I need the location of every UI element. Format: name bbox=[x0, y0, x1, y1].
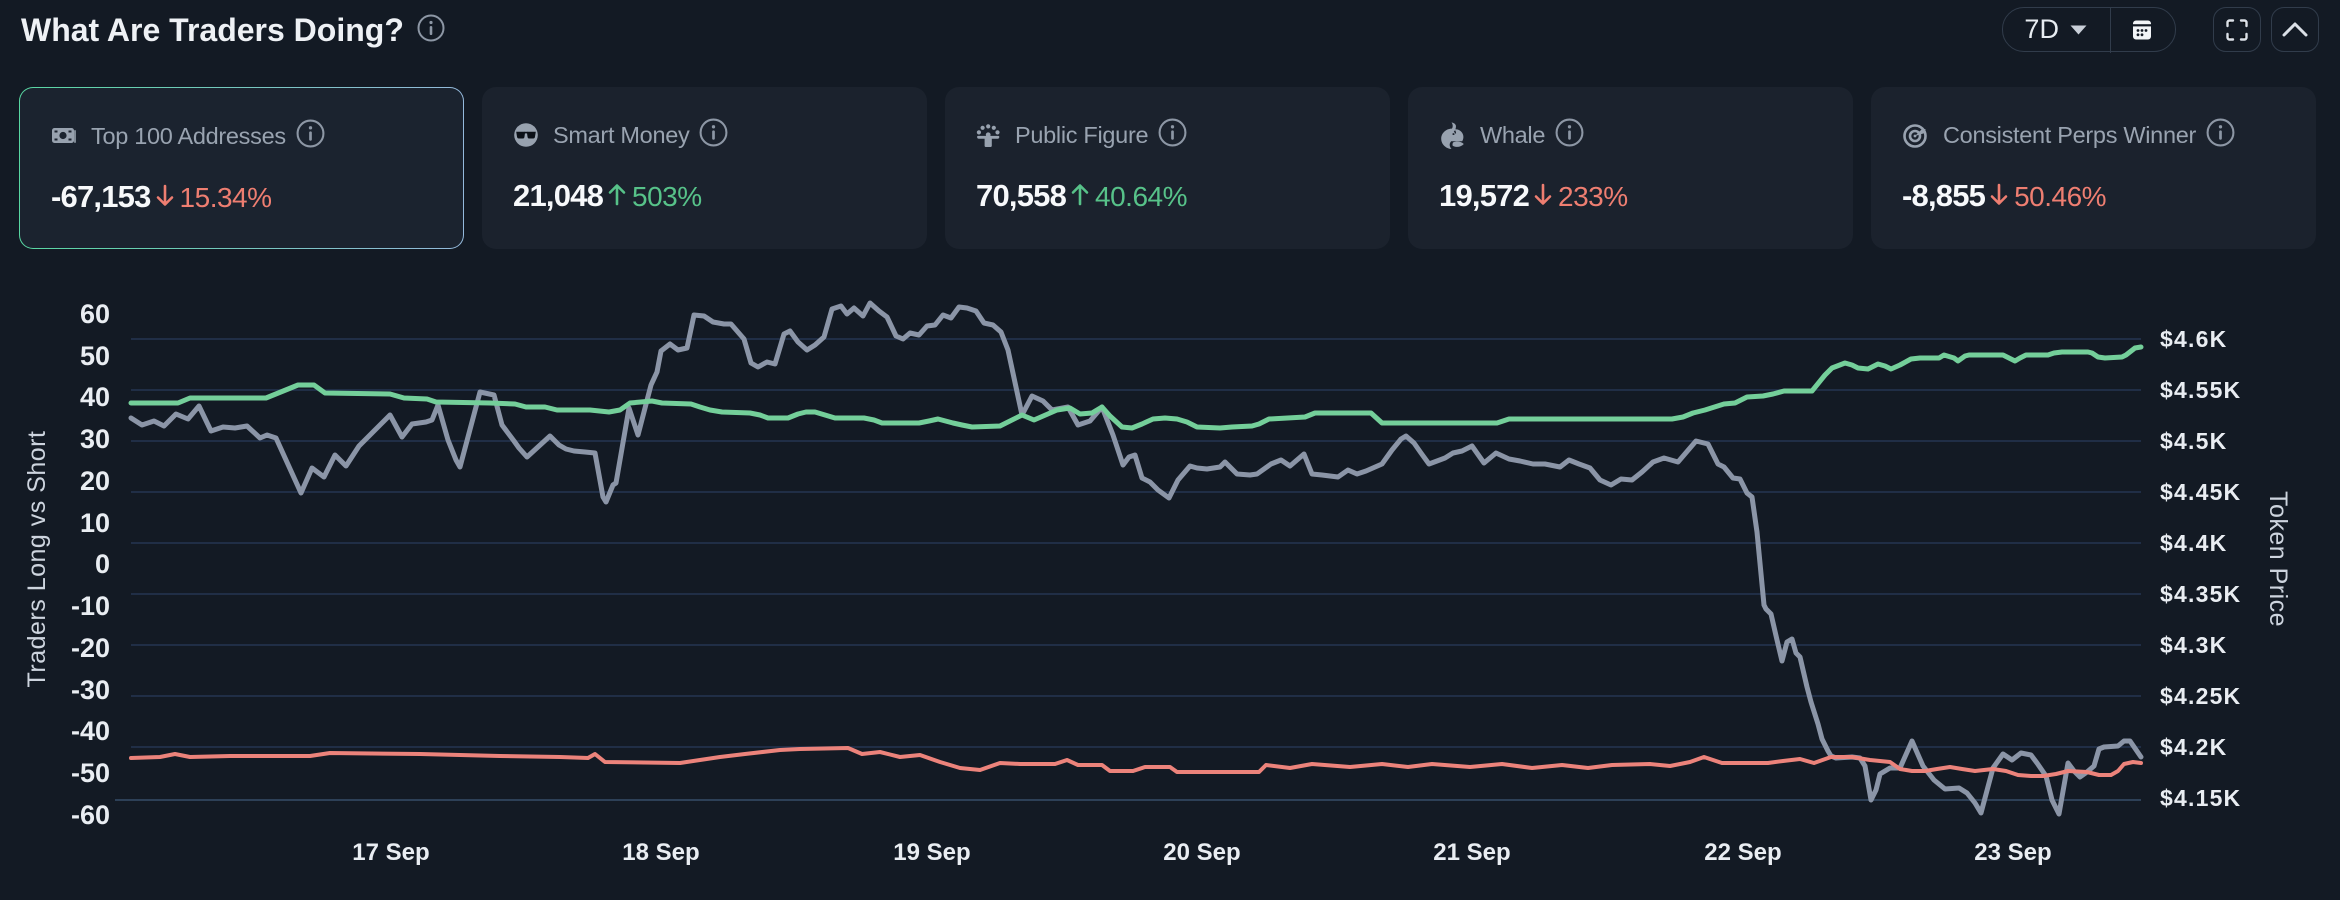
svg-text:20 Sep: 20 Sep bbox=[1163, 839, 1240, 866]
svg-text:$4.35K: $4.35K bbox=[2160, 581, 2241, 607]
svg-text:50: 50 bbox=[80, 341, 110, 371]
svg-text:19 Sep: 19 Sep bbox=[893, 839, 970, 866]
svg-text:-60: -60 bbox=[71, 800, 110, 830]
svg-text:$4.6K: $4.6K bbox=[2160, 326, 2227, 352]
svg-text:23 Sep: 23 Sep bbox=[1974, 839, 2051, 866]
svg-text:0: 0 bbox=[95, 549, 110, 579]
svg-text:20: 20 bbox=[80, 466, 110, 496]
svg-text:21 Sep: 21 Sep bbox=[1433, 839, 1510, 866]
svg-text:$4.55K: $4.55K bbox=[2160, 377, 2241, 403]
svg-text:$4.5K: $4.5K bbox=[2160, 428, 2227, 454]
svg-text:-40: -40 bbox=[71, 716, 110, 746]
svg-text:$4.15K: $4.15K bbox=[2160, 785, 2241, 811]
svg-text:-50: -50 bbox=[71, 758, 110, 788]
svg-text:-10: -10 bbox=[71, 591, 110, 621]
svg-text:$4.25K: $4.25K bbox=[2160, 683, 2241, 709]
svg-text:Token Price: Token Price bbox=[2264, 491, 2292, 627]
svg-text:-30: -30 bbox=[71, 675, 110, 705]
svg-text:$4.4K: $4.4K bbox=[2160, 530, 2227, 556]
svg-text:Traders Long vs Short: Traders Long vs Short bbox=[23, 431, 51, 688]
svg-text:-20: -20 bbox=[71, 633, 110, 663]
svg-text:60: 60 bbox=[80, 299, 110, 329]
svg-text:40: 40 bbox=[80, 382, 110, 412]
svg-text:$4.3K: $4.3K bbox=[2160, 632, 2227, 658]
svg-text:30: 30 bbox=[80, 424, 110, 454]
svg-text:10: 10 bbox=[80, 508, 110, 538]
svg-text:17 Sep: 17 Sep bbox=[352, 839, 429, 866]
svg-text:$4.45K: $4.45K bbox=[2160, 479, 2241, 505]
svg-text:22 Sep: 22 Sep bbox=[1704, 839, 1781, 866]
svg-text:$4.2K: $4.2K bbox=[2160, 734, 2227, 760]
svg-text:18 Sep: 18 Sep bbox=[622, 839, 699, 866]
